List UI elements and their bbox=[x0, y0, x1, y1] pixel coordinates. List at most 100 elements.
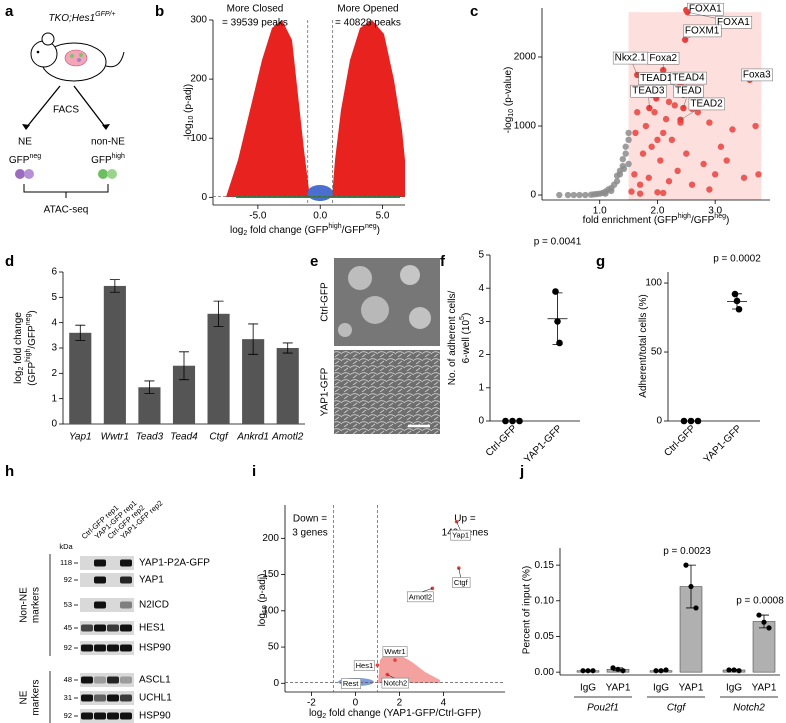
x-axis-label-part: /GFP bbox=[342, 225, 366, 236]
y-tick-label: 5 bbox=[478, 250, 484, 261]
point bbox=[665, 98, 673, 106]
label-box bbox=[381, 677, 409, 689]
y-tick-label: 0 bbox=[273, 678, 279, 689]
y-tick-label: 100 bbox=[190, 133, 207, 144]
y-axis-label-part: 2 bbox=[18, 367, 25, 371]
point bbox=[717, 143, 725, 150]
point bbox=[740, 174, 748, 181]
band bbox=[81, 712, 93, 720]
point bbox=[711, 171, 719, 178]
label-box bbox=[741, 68, 773, 82]
gene-label: Notch2 bbox=[383, 679, 407, 688]
assay-label: ATAC-seq bbox=[44, 205, 89, 216]
group-label: NE bbox=[19, 690, 30, 704]
x-tick-label: 1.0 bbox=[593, 206, 607, 217]
band bbox=[81, 694, 93, 702]
sphere bbox=[409, 307, 431, 329]
point bbox=[756, 612, 762, 618]
panel-label: d bbox=[5, 253, 14, 270]
bar bbox=[172, 365, 196, 424]
panel-label: e bbox=[310, 253, 318, 270]
point bbox=[620, 165, 628, 173]
point bbox=[602, 190, 609, 197]
point bbox=[625, 129, 632, 137]
image-label: Ctrl-GFP bbox=[320, 282, 331, 322]
error-bar bbox=[282, 342, 293, 354]
y-axis-label-part: Adherent/total cells (%) bbox=[638, 294, 649, 397]
y-tick-label: 4 bbox=[51, 317, 57, 328]
y-axis-label-part: -log bbox=[503, 117, 514, 134]
step-label: FACS bbox=[53, 105, 79, 116]
panel-label: j bbox=[519, 463, 524, 480]
point bbox=[636, 190, 644, 197]
y-tick-label: 2000 bbox=[514, 52, 537, 63]
point bbox=[620, 668, 626, 674]
band-label: YAP1 bbox=[139, 575, 164, 586]
point bbox=[631, 171, 638, 178]
point bbox=[752, 122, 759, 130]
panel-label: i bbox=[252, 463, 256, 480]
y-axis-label-part: (p-value) bbox=[503, 67, 514, 109]
bar bbox=[242, 339, 265, 424]
point bbox=[668, 136, 676, 144]
micrographs: Ctrl-GFP YAP1-GFP bbox=[320, 258, 440, 434]
y-axis-label-part: neg bbox=[25, 313, 32, 325]
gene-label: Yap1 bbox=[452, 531, 469, 540]
point bbox=[585, 668, 591, 674]
y-axis-label: (GFPhigh/GFPneg) bbox=[25, 310, 37, 386]
point bbox=[736, 668, 742, 674]
band bbox=[120, 712, 132, 720]
point bbox=[556, 191, 563, 199]
annotation: = 40828 peaks bbox=[335, 18, 401, 29]
bar bbox=[752, 621, 776, 673]
x-axis-label-part: fold enrichment (GFP bbox=[583, 215, 678, 226]
band bbox=[94, 559, 106, 567]
sphere bbox=[338, 323, 352, 337]
blot-strip bbox=[80, 598, 134, 612]
sphere bbox=[400, 265, 420, 285]
point bbox=[570, 191, 577, 199]
x-axis-label-part: ) bbox=[377, 225, 380, 236]
point bbox=[619, 155, 627, 163]
point bbox=[766, 625, 772, 631]
marker-label: GFPhigh bbox=[91, 153, 125, 165]
label-box bbox=[450, 529, 471, 541]
marker-part: GFP bbox=[9, 155, 30, 166]
gene-point bbox=[430, 586, 435, 591]
point bbox=[622, 150, 629, 157]
gene-point bbox=[375, 663, 380, 667]
point bbox=[642, 122, 650, 130]
band-label: HSP90 bbox=[139, 711, 171, 722]
band-label: YAP1-P2A-GFP bbox=[139, 558, 210, 569]
x-tick-label: Tead3 bbox=[136, 432, 164, 443]
kda-label: 92 bbox=[64, 575, 72, 584]
group-label: Notch2 bbox=[733, 703, 765, 714]
image bbox=[334, 350, 440, 434]
bar bbox=[207, 313, 230, 424]
cell bbox=[107, 169, 117, 179]
x-axis-label-part: log bbox=[309, 708, 322, 719]
band bbox=[81, 624, 93, 632]
gene-point bbox=[393, 658, 397, 662]
error-bar bbox=[248, 323, 259, 355]
y-tick-label: 0.15 bbox=[535, 560, 555, 571]
y-axis-label-part: (GFP bbox=[27, 362, 38, 386]
y-axis-label-part: 10 bbox=[508, 109, 515, 117]
point bbox=[665, 178, 673, 185]
y-axis-label-part: (p-adj) bbox=[257, 574, 268, 606]
y-axis-label-part: 10 bbox=[188, 116, 195, 124]
point bbox=[634, 109, 641, 116]
band bbox=[107, 694, 119, 702]
x-tick-label: IgG bbox=[726, 683, 742, 694]
band bbox=[81, 676, 93, 684]
y-axis-label-part: log bbox=[13, 371, 24, 384]
point bbox=[654, 136, 661, 144]
point-label: TEAD3 bbox=[632, 86, 665, 97]
point bbox=[683, 562, 689, 568]
bar bbox=[276, 348, 299, 424]
y-axis-label-part: ) bbox=[461, 313, 472, 316]
y-axis-label: log10 (p-adj) bbox=[257, 574, 270, 627]
